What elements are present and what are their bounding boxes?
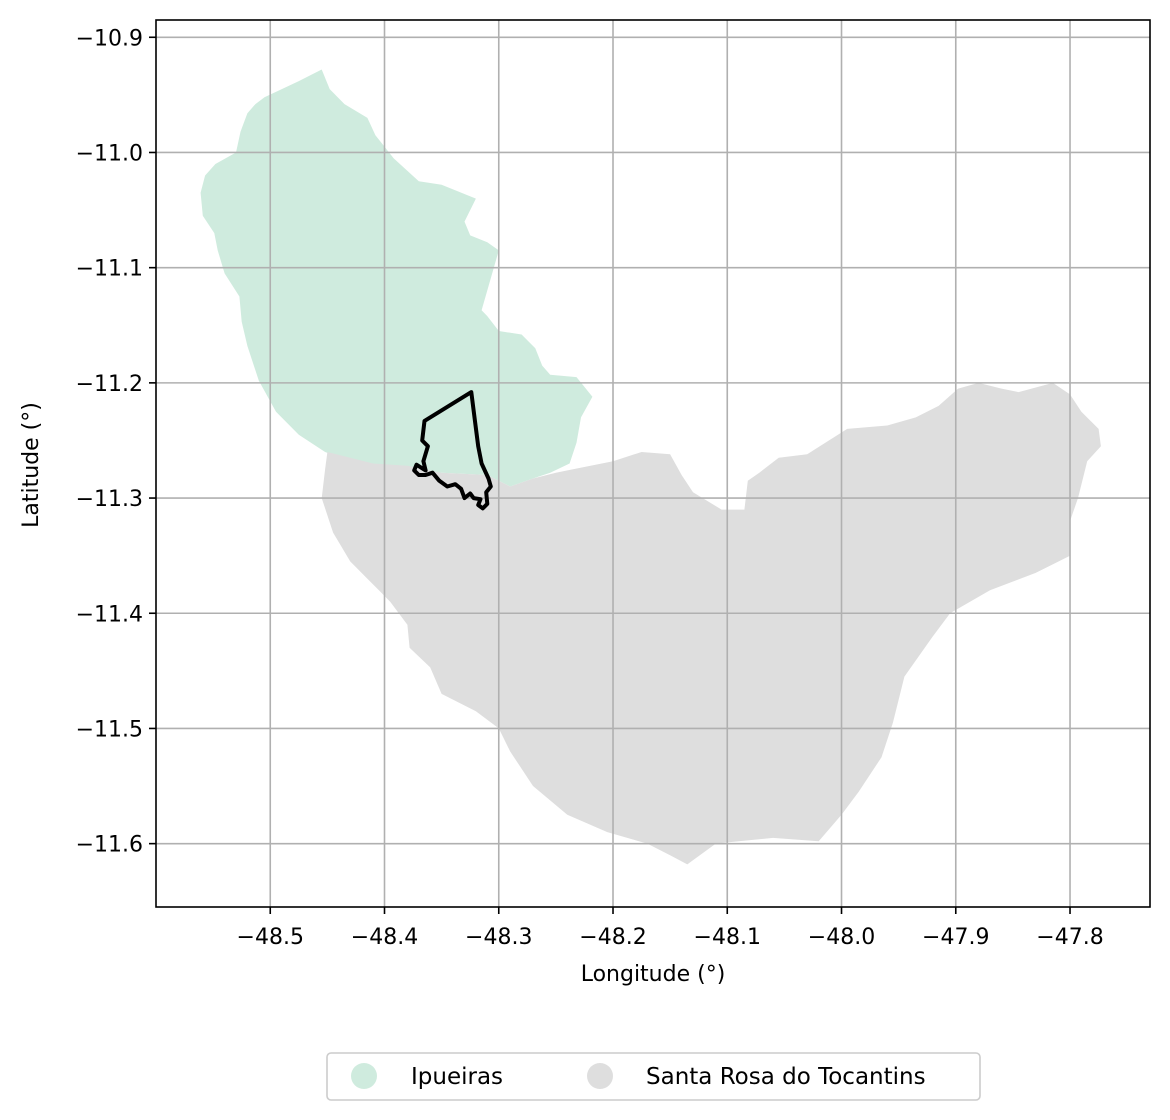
legend-marker-ipueiras: [351, 1063, 377, 1089]
legend-label-santa-rosa: Santa Rosa do Tocantins: [646, 1064, 926, 1090]
region-ipueiras: [201, 70, 593, 487]
x-tick-label: −47.9: [922, 925, 989, 950]
legend: Ipueiras Santa Rosa do Tocantins: [327, 1053, 980, 1100]
legend-label-ipueiras: Ipueiras: [411, 1064, 503, 1090]
y-tick-label: −11.3: [76, 487, 143, 512]
x-tick-label: −48.0: [808, 925, 875, 950]
regions-layer: [201, 70, 1101, 865]
y-tick-label: −11.1: [76, 257, 143, 282]
y-axis-title: Latitude (°): [19, 402, 44, 528]
x-tick-label: −47.8: [1036, 925, 1103, 950]
y-tick-label: −11.0: [76, 141, 143, 166]
x-tick-label: −48.4: [351, 925, 418, 950]
y-tick-label: −11.5: [76, 717, 143, 742]
legend-marker-santa-rosa: [587, 1063, 613, 1089]
y-tick-label: −11.6: [76, 833, 143, 858]
y-tick-label: −10.9: [76, 26, 143, 51]
x-tick-label: −48.3: [465, 925, 532, 950]
x-axis-title: Longitude (°): [581, 962, 726, 987]
x-tick-label: −48.5: [237, 925, 304, 950]
x-tick-label: −48.1: [694, 925, 761, 950]
y-tick-label: −11.2: [76, 372, 143, 397]
y-tick-label: −11.4: [76, 602, 143, 627]
x-tick-label: −48.2: [579, 925, 646, 950]
y-axis-ticks: −10.9 −11.0 −11.1 −11.2 −11.3 −11.4 −11.5 −11.6: [76, 26, 156, 857]
x-axis-ticks: −48.5 −48.4 −48.3 −48.2 −48.1 −48.0 −47.9 −47.8: [237, 907, 1104, 950]
